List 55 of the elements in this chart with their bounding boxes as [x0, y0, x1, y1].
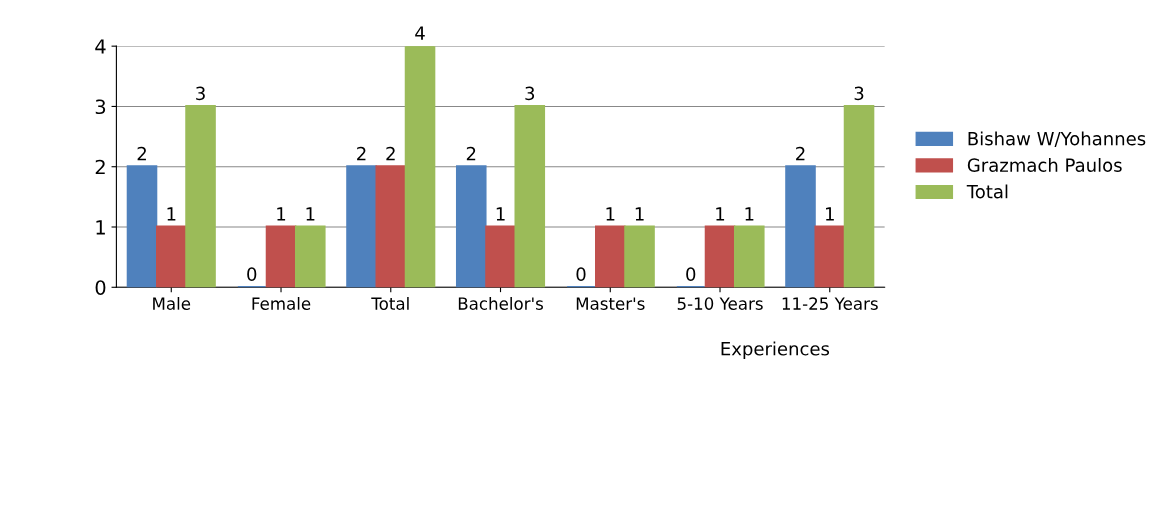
bar [514, 105, 546, 288]
data-label: 1 [496, 207, 505, 221]
bar [375, 165, 407, 288]
text: Experiences [721, 341, 830, 359]
y-tick-label: 4 [95, 39, 106, 54]
bar [843, 105, 875, 288]
data-label: 1 [716, 207, 725, 221]
data-label: 0 [247, 267, 257, 281]
data-label: 3 [196, 86, 205, 101]
data-label: 1 [306, 207, 315, 221]
y-tick-label: 2 [95, 159, 105, 175]
x-tick-label: Bachelor's [458, 297, 543, 310]
data-label: 2 [386, 146, 395, 161]
bar [624, 225, 655, 288]
legend-label: Grazmach Paulos [967, 157, 1122, 172]
data-label: 3 [525, 86, 535, 101]
legend-label: Total [966, 184, 1008, 199]
bar [155, 225, 187, 288]
bar [295, 225, 326, 288]
data-label: 0 [686, 267, 696, 281]
bar [704, 225, 736, 288]
data-label: 4 [415, 26, 425, 40]
bar [455, 165, 487, 288]
data-label: 1 [167, 207, 176, 221]
bar [485, 225, 516, 288]
data-label: 2 [466, 146, 476, 161]
data-label: 2 [137, 146, 146, 161]
bar [265, 225, 297, 288]
x-tick-label: Master's [576, 297, 645, 310]
x-tick-label: Female [252, 297, 311, 310]
data-label: 1 [606, 207, 615, 221]
y-tick-label: 0 [95, 280, 106, 295]
y-tick-label: 1 [96, 220, 105, 235]
x-tick-label: 11-25 Years [782, 297, 878, 310]
x-tick-label: 5-10 Years [677, 297, 763, 310]
legend-label: Bishaw W/Yohannes [968, 131, 1146, 147]
data-label: 1 [277, 207, 286, 221]
bar [346, 165, 377, 288]
data-label: 1 [745, 207, 754, 221]
bar [814, 225, 846, 288]
data-label: 1 [635, 207, 644, 221]
bar [185, 105, 216, 288]
bar [594, 225, 626, 288]
bar [126, 165, 158, 288]
data-label: 2 [796, 146, 805, 161]
data-label: 3 [854, 86, 864, 101]
x-tick-label: Total [371, 297, 409, 310]
data-label: 0 [576, 267, 586, 281]
x-tick-label: Male [153, 297, 191, 310]
bar [785, 165, 816, 288]
bar [404, 46, 436, 288]
bar [733, 225, 765, 288]
y-tick-label: 3 [95, 99, 106, 115]
data-label: 1 [826, 207, 834, 221]
data-label: 2 [357, 146, 366, 161]
